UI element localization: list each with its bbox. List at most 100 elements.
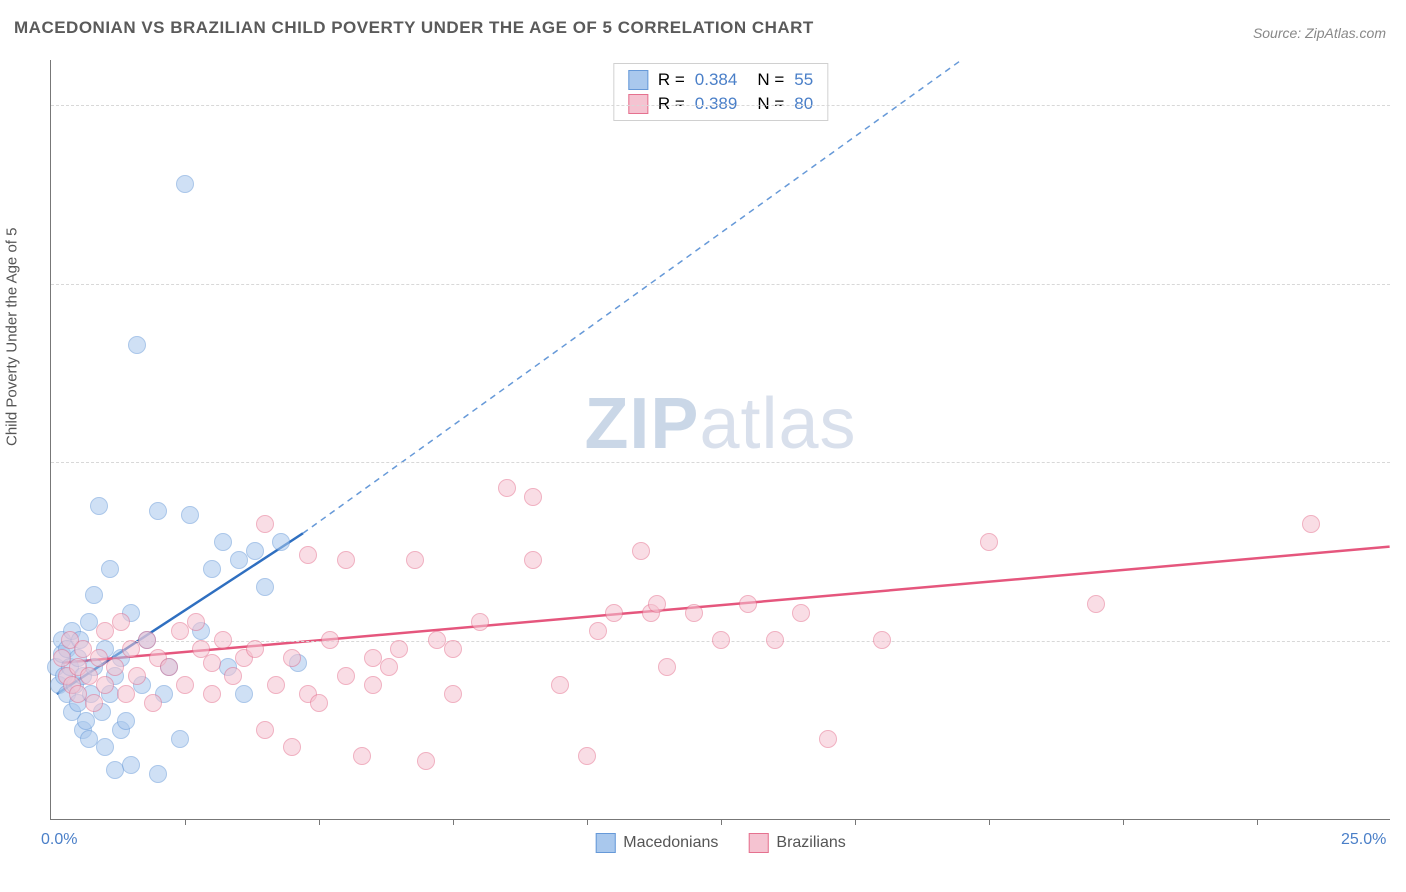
scatter-point-macedonians — [176, 175, 194, 193]
scatter-point-brazilians — [246, 640, 264, 658]
scatter-point-brazilians — [390, 640, 408, 658]
legend-label-macedonians: Macedonians — [623, 834, 718, 852]
watermark-rest: atlas — [699, 384, 856, 464]
gridline-h — [51, 462, 1390, 463]
scatter-point-macedonians — [90, 497, 108, 515]
scatter-point-brazilians — [337, 667, 355, 685]
scatter-point-brazilians — [203, 654, 221, 672]
scatter-point-brazilians — [138, 631, 156, 649]
scatter-point-brazilians — [792, 604, 810, 622]
scatter-point-brazilians — [96, 676, 114, 694]
scatter-point-brazilians — [766, 631, 784, 649]
scatter-point-brazilians — [406, 551, 424, 569]
scatter-point-brazilians — [524, 488, 542, 506]
scatter-point-macedonians — [85, 586, 103, 604]
scatter-point-brazilians — [444, 685, 462, 703]
scatter-point-macedonians — [214, 533, 232, 551]
scatter-point-macedonians — [246, 542, 264, 560]
x-tick — [185, 819, 186, 825]
scatter-point-brazilians — [712, 631, 730, 649]
scatter-point-brazilians — [187, 613, 205, 631]
scatter-point-brazilians — [128, 667, 146, 685]
scatter-point-brazilians — [1087, 595, 1105, 613]
scatter-point-brazilians — [112, 613, 130, 631]
scatter-point-brazilians — [85, 694, 103, 712]
scatter-point-macedonians — [128, 336, 146, 354]
scatter-point-brazilians — [819, 730, 837, 748]
plot-area: ZIPatlas R = 0.384 N = 55 R = 0.389 N = … — [50, 60, 1390, 820]
scatter-point-brazilians — [267, 676, 285, 694]
scatter-point-brazilians — [648, 595, 666, 613]
scatter-point-brazilians — [171, 622, 189, 640]
x-tick — [587, 819, 588, 825]
scatter-point-brazilians — [299, 546, 317, 564]
scatter-point-brazilians — [980, 533, 998, 551]
legend-item-macedonians: Macedonians — [595, 833, 718, 853]
scatter-point-brazilians — [256, 721, 274, 739]
chart-container: MACEDONIAN VS BRAZILIAN CHILD POVERTY UN… — [0, 0, 1406, 892]
scatter-point-brazilians — [578, 747, 596, 765]
swatch-brazilians — [748, 833, 768, 853]
scatter-point-macedonians — [149, 765, 167, 783]
swatch-macedonians — [628, 70, 648, 90]
r-prefix: R = — [658, 70, 685, 90]
source-attribution: Source: ZipAtlas.com — [1253, 25, 1386, 41]
scatter-point-brazilians — [122, 640, 140, 658]
scatter-point-brazilians — [353, 747, 371, 765]
scatter-point-brazilians — [524, 551, 542, 569]
watermark: ZIPatlas — [584, 383, 856, 465]
watermark-bold: ZIP — [584, 384, 699, 464]
scatter-point-brazilians — [658, 658, 676, 676]
scatter-point-brazilians — [380, 658, 398, 676]
x-tick — [453, 819, 454, 825]
scatter-point-macedonians — [171, 730, 189, 748]
scatter-point-brazilians — [117, 685, 135, 703]
scatter-point-brazilians — [1302, 515, 1320, 533]
scatter-point-macedonians — [272, 533, 290, 551]
chart-title: MACEDONIAN VS BRAZILIAN CHILD POVERTY UN… — [14, 18, 814, 38]
legend-row-macedonians: R = 0.384 N = 55 — [628, 68, 813, 92]
r-value-macedonians: 0.384 — [695, 70, 738, 90]
gridline-h — [51, 105, 1390, 106]
scatter-point-macedonians — [235, 685, 253, 703]
scatter-point-brazilians — [106, 658, 124, 676]
scatter-point-brazilians — [214, 631, 232, 649]
scatter-point-brazilians — [551, 676, 569, 694]
scatter-point-brazilians — [337, 551, 355, 569]
scatter-point-brazilians — [605, 604, 623, 622]
scatter-point-brazilians — [739, 595, 757, 613]
x-tick — [1123, 819, 1124, 825]
scatter-point-brazilians — [283, 649, 301, 667]
scatter-point-brazilians — [589, 622, 607, 640]
scatter-point-brazilians — [417, 752, 435, 770]
legend-correlation: R = 0.384 N = 55 R = 0.389 N = 80 — [613, 63, 828, 121]
legend-series: Macedonians Brazilians — [595, 833, 846, 853]
gridline-h — [51, 284, 1390, 285]
x-tick — [319, 819, 320, 825]
x-tick — [721, 819, 722, 825]
scatter-point-brazilians — [176, 676, 194, 694]
scatter-point-macedonians — [256, 578, 274, 596]
scatter-point-macedonians — [77, 712, 95, 730]
scatter-point-brazilians — [471, 613, 489, 631]
scatter-point-brazilians — [256, 515, 274, 533]
scatter-point-brazilians — [310, 694, 328, 712]
scatter-point-macedonians — [122, 756, 140, 774]
y-axis-label: Child Poverty Under the Age of 5 — [4, 228, 21, 446]
scatter-point-brazilians — [321, 631, 339, 649]
scatter-point-macedonians — [149, 502, 167, 520]
x-tick-label: 0.0% — [41, 831, 77, 849]
scatter-point-brazilians — [364, 676, 382, 694]
legend-item-brazilians: Brazilians — [748, 833, 845, 853]
trend-lines-svg — [51, 60, 1390, 819]
x-tick-label: 25.0% — [1341, 831, 1386, 849]
legend-label-brazilians: Brazilians — [776, 834, 845, 852]
scatter-point-brazilians — [873, 631, 891, 649]
scatter-point-brazilians — [203, 685, 221, 703]
n-value-macedonians: 55 — [794, 70, 813, 90]
scatter-point-macedonians — [181, 506, 199, 524]
n-prefix: N = — [757, 70, 784, 90]
scatter-point-brazilians — [498, 479, 516, 497]
scatter-point-macedonians — [230, 551, 248, 569]
scatter-point-brazilians — [160, 658, 178, 676]
